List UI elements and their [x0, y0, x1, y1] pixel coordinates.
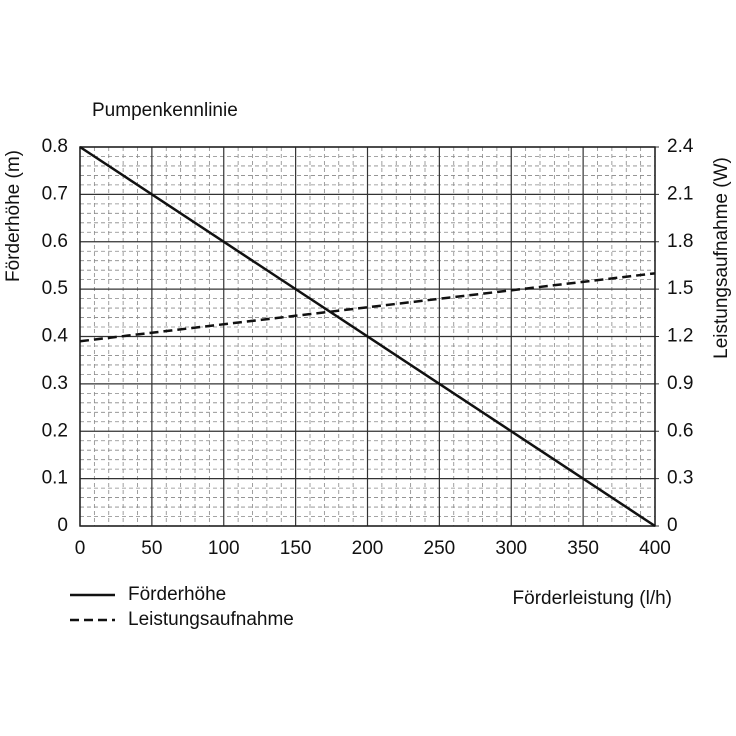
y2-tick-label: 2.1: [667, 183, 693, 204]
y2-tick-label: 2.4: [667, 136, 694, 157]
y-tick-label: 0.5: [42, 278, 68, 299]
y-tick-label: 0.4: [42, 326, 69, 347]
legend-label: Förderhöhe: [128, 584, 226, 605]
legend-label: Leistungsaufnahme: [128, 609, 294, 630]
y2-tick-label: 0.6: [667, 420, 693, 441]
chart-title: Pumpenkennlinie: [92, 100, 238, 121]
x-tick-label: 50: [141, 538, 162, 559]
y-tick-label: 0.8: [42, 136, 68, 157]
x-tick-label: 200: [352, 538, 384, 559]
y-axis-label: Förderhöhe (m): [3, 150, 24, 282]
y2-tick-label: 0: [667, 515, 678, 536]
x-tick-label: 400: [639, 538, 671, 559]
x-axis-label: Förderleistung (l/h): [513, 588, 672, 609]
y2-tick-label: 1.5: [667, 278, 693, 299]
series-line: [79, 145, 656, 528]
y-tick-label: 0.2: [42, 420, 68, 441]
plot-frame: [79, 146, 656, 527]
y2-tick-label: 0.3: [667, 468, 693, 489]
y2-tick-label: 0.9: [667, 373, 693, 394]
y-tick-label: 0: [57, 515, 68, 536]
x-tick-label: 150: [280, 538, 312, 559]
y-tick-label: 0.1: [42, 468, 68, 489]
x-tick-label: 300: [495, 538, 527, 559]
y-tick-label: 0.6: [42, 231, 68, 252]
y2-tick-label: 1.2: [667, 326, 693, 347]
y-tick-label: 0.7: [42, 183, 68, 204]
x-tick-label: 250: [424, 538, 456, 559]
x-tick-label: 0: [75, 538, 86, 559]
x-tick-label: 100: [208, 538, 240, 559]
series-line: [79, 272, 656, 343]
y-tick-label: 0.3: [42, 373, 68, 394]
x-tick-label: 350: [567, 538, 599, 559]
y2-tick-label: 1.8: [667, 231, 693, 252]
y2-axis-label: Leistungsaufnahme (W): [711, 157, 732, 359]
